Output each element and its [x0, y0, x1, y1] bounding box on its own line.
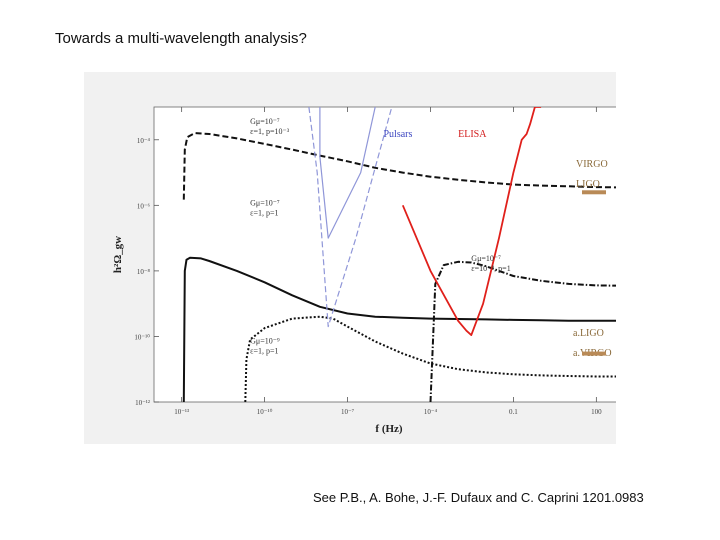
detector-aligo-avirgo-line-0: a.LIGO [573, 328, 604, 339]
label-cs1-line-0: Gμ=10⁻⁷ [250, 117, 280, 126]
series-pulsars-dashed [308, 107, 393, 328]
label-pulsars: Pulsars [383, 129, 412, 140]
x-tick-label-5: 100 [591, 408, 602, 416]
y-tick-label-1: 10⁻⁶ [137, 202, 151, 210]
plot-curves [182, 107, 616, 402]
detector-virgo-ligo-line-0: VIRGO [576, 159, 608, 170]
series-elisa [401, 107, 542, 337]
x-tick-label-3: 10⁻⁴ [424, 408, 438, 416]
y-tick-label-4: 10⁻¹² [135, 399, 150, 407]
label-cs3-line-1: ε=10⁻⁸, p=1 [471, 264, 510, 273]
citation: See P.B., A. Bohe, J.-F. Dufaux and C. C… [313, 490, 644, 505]
y-tick-label-0: 10⁻⁴ [137, 137, 151, 145]
detector-virgo-ligo-line-1: LIGO [576, 179, 600, 190]
detector-band-virgo-ligo [582, 190, 606, 195]
x-tick-label-1: 10⁻¹⁰ [257, 408, 273, 416]
x-axis-label: f (Hz) [375, 423, 403, 435]
slide-title: Towards a multi-wavelength analysis? [55, 30, 307, 47]
plot-frame: 10⁻¹³ 10⁻¹⁰ 10⁻⁷ 10⁻⁴ 0.1 100 10⁻⁴ 10⁻⁶ 10⁻⁸ 10⁻¹… [84, 72, 616, 444]
plot-border [153, 106, 616, 403]
series-cs-dashed [182, 132, 616, 200]
label-cs4-line-1: ε=1, p=1 [250, 347, 278, 356]
plot-annotations: Gμ=10⁻⁷ε=1, p=10⁻³Gμ=10⁻⁷ε=1, p=1Gμ=10⁻⁷… [250, 117, 611, 359]
series-cs-solid [182, 256, 616, 402]
detector-band-aligo-avirgo [582, 351, 606, 356]
x-tick-label-0: 10⁻¹³ [174, 408, 189, 416]
plot-area [154, 107, 616, 402]
label-elisa: ELISA [458, 129, 487, 140]
y-tick-label-2: 10⁻⁸ [137, 268, 151, 276]
x-tick-label-2: 10⁻⁷ [341, 408, 355, 416]
label-cs3-line-0: Gμ=10⁻⁷ [471, 254, 501, 263]
label-cs4-line-0: Gμ=10⁻⁹ [250, 337, 280, 346]
x-tick-label-4: 0.1 [509, 408, 518, 416]
label-cs1-line-1: ε=1, p=10⁻³ [250, 127, 290, 136]
y-axis-label: h²Ω_gw [112, 236, 124, 273]
plot-axes: 10⁻¹³ 10⁻¹⁰ 10⁻⁷ 10⁻⁴ 0.1 100 10⁻⁴ 10⁻⁶ 10⁻⁸ 10⁻¹… [112, 106, 616, 435]
label-cs2-line-0: Gμ=10⁻⁷ [250, 198, 280, 207]
y-tick-label-3: 10⁻¹⁰ [134, 333, 150, 341]
label-cs2-line-1: ε=1, p=1 [250, 208, 278, 217]
series-pulsars-solid [319, 107, 376, 239]
gw-spectrum-chart: 10⁻¹³ 10⁻¹⁰ 10⁻⁷ 10⁻⁴ 0.1 100 10⁻⁴ 10⁻⁶ 10⁻⁸ 10⁻¹… [112, 106, 616, 435]
